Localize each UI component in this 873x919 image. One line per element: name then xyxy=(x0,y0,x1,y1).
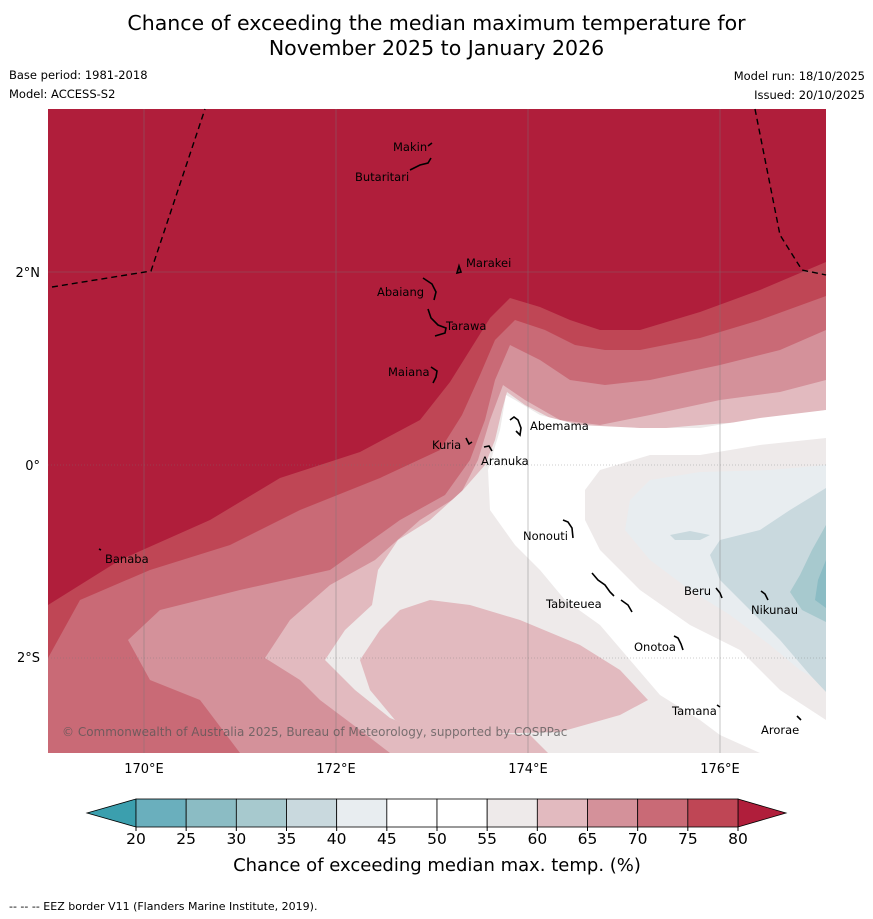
label-marakei: Marakei xyxy=(466,256,511,270)
colorbar-cell xyxy=(486,798,538,828)
abaiang-island xyxy=(422,277,437,301)
arorae-island xyxy=(796,715,802,721)
makin-island xyxy=(427,142,433,147)
colorbar-tick-label: 30 xyxy=(226,830,246,848)
colorbar-cell xyxy=(536,798,588,828)
lat-label-0: 0° xyxy=(25,459,40,474)
title-line-2: November 2025 to January 2026 xyxy=(268,36,605,60)
colorbar-cell xyxy=(587,798,639,828)
colorbar-tick-label: 55 xyxy=(477,830,497,848)
colorbar-tick-label: 25 xyxy=(176,830,196,848)
eez-borders xyxy=(51,108,827,288)
lon-label-170e: 170°E xyxy=(124,762,164,777)
colorbar-ticks: 20 25 30 35 40 45 50 55 60 65 70 75 80 xyxy=(126,827,748,848)
colorbar-tick-label: 35 xyxy=(277,830,297,848)
colorbar-cell xyxy=(637,798,689,828)
tarawa-island xyxy=(427,308,447,337)
colorbar-cell xyxy=(135,798,187,828)
colorbar-cell xyxy=(235,798,287,828)
label-onotoa: Onotoa xyxy=(634,640,676,654)
beru-island xyxy=(715,587,723,599)
tabiteuea-island xyxy=(591,572,615,597)
colorbar-cell xyxy=(185,798,237,828)
copyright-notice: © Commonwealth of Australia 2025, Bureau… xyxy=(62,725,567,739)
label-maiana: Maiana xyxy=(388,365,430,379)
title-line-1: Chance of exceeding the median maximum t… xyxy=(127,11,746,35)
band-35-40-patch xyxy=(670,531,710,540)
longitude-labels: 170°E 172°E 174°E 176°E xyxy=(124,762,740,777)
colorbar: 20 25 30 35 40 45 50 55 60 65 70 75 80 Chance of exc… xyxy=(85,798,788,876)
band-25-30 xyxy=(815,560,826,608)
label-abaiang: Abaiang xyxy=(377,285,424,299)
label-kuria: Kuria xyxy=(432,438,461,452)
lat-label-2n: 2°N xyxy=(16,266,41,281)
label-makin: Makin xyxy=(393,140,427,154)
label-tarawa: Tarawa xyxy=(445,319,486,333)
label-nonouti: Nonouti xyxy=(523,529,568,543)
abemama-island xyxy=(509,416,522,437)
label-beru: Beru xyxy=(684,584,711,598)
label-tamana: Tamana xyxy=(671,704,717,718)
butaritari-island xyxy=(409,157,432,171)
banaba-island xyxy=(98,548,102,551)
marakei-island xyxy=(455,263,463,275)
colorbar-cell xyxy=(687,798,739,828)
label-abemama: Abemama xyxy=(530,419,589,433)
maiana-island xyxy=(430,366,438,384)
colorbar-cells xyxy=(135,798,739,828)
model-run: Model run: 18/10/2025 xyxy=(733,69,865,83)
label-nikunau: Nikunau xyxy=(751,603,798,617)
tamana-island xyxy=(716,704,721,708)
colorbar-cell xyxy=(436,798,488,828)
onotoa-island xyxy=(673,635,684,651)
band-45-55 xyxy=(488,395,826,753)
islands xyxy=(98,142,802,721)
nikunau-island xyxy=(760,590,769,601)
gridlines xyxy=(48,109,826,753)
probability-contours xyxy=(48,109,826,753)
colorbar-tick-label: 70 xyxy=(628,830,648,848)
colorbar-over-arrow xyxy=(737,798,788,828)
eez-footnote: -- -- -- EEZ border V11 (Flanders Marine… xyxy=(9,900,318,913)
colorbar-tick-label: 40 xyxy=(327,830,347,848)
colorbar-under-arrow xyxy=(85,798,137,828)
colorbar-tick-label: 80 xyxy=(728,830,748,848)
colorbar-cell xyxy=(336,798,388,828)
band-60-65-south xyxy=(360,600,648,735)
label-aranuka: Aranuka xyxy=(481,454,529,468)
colorbar-tick-label: 75 xyxy=(678,830,698,848)
tabiteuea-south-island xyxy=(620,599,633,613)
aranuka-island xyxy=(483,445,493,452)
band-35-40 xyxy=(710,488,826,692)
map-title: Chance of exceeding the median maximum t… xyxy=(0,11,873,61)
label-banaba: Banaba xyxy=(105,552,149,566)
kuria-island xyxy=(465,437,473,446)
label-tabiteuea: Tabiteuea xyxy=(545,597,602,611)
label-arorae: Arorae xyxy=(761,723,799,737)
lat-label-2s: 2°S xyxy=(17,651,40,666)
nonouti-island xyxy=(562,519,574,539)
issued-date: Issued: 20/10/2025 xyxy=(754,88,865,102)
colorbar-cell xyxy=(386,798,438,828)
base-period: Base period: 1981-2018 xyxy=(9,68,148,82)
colorbar-label: Chance of exceeding median max. temp. (%… xyxy=(233,855,641,876)
lon-label-172e: 172°E xyxy=(316,762,356,777)
model-name: Model: ACCESS-S2 xyxy=(9,87,116,101)
colorbar-tick-label: 20 xyxy=(126,830,146,848)
label-butaritari: Butaritari xyxy=(355,170,409,184)
lon-label-174e: 174°E xyxy=(508,762,548,777)
colorbar-tick-label: 60 xyxy=(527,830,547,848)
latitude-labels: 2°N 0° 2°S xyxy=(16,266,41,666)
colorbar-cell xyxy=(286,798,338,828)
lon-label-176e: 176°E xyxy=(700,762,740,777)
island-labels: Makin Butaritari Marakei Abaiang Tarawa … xyxy=(105,140,799,737)
colorbar-tick-label: 45 xyxy=(377,830,397,848)
colorbar-tick-label: 50 xyxy=(427,830,447,848)
colorbar-tick-label: 65 xyxy=(578,830,598,848)
